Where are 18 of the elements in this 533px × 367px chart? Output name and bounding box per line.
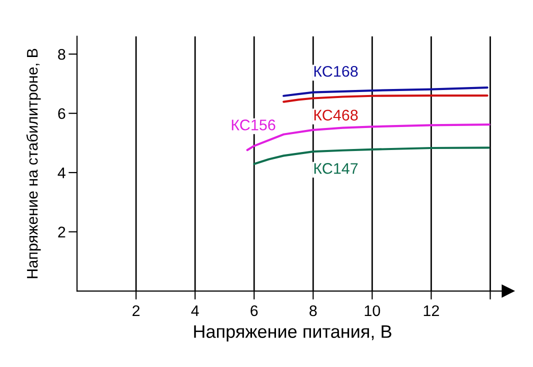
x-tick-label: 2: [132, 305, 140, 316]
series-label: КС147: [314, 163, 358, 174]
x-axis-title: Напряжение питания, В: [194, 325, 392, 342]
y-tick-label: 4: [58, 168, 66, 178]
series-label: КС168: [314, 66, 358, 77]
x-tick-label: 4: [191, 305, 199, 316]
line-series: [282, 86, 488, 97]
y-tick-label: 2: [58, 226, 66, 238]
x-tick-label: 8: [310, 305, 317, 316]
line-series: [282, 94, 488, 103]
y-tick-label: 6: [58, 108, 66, 120]
y-axis-title: Напряжение на стабилитроне, В: [26, 48, 41, 278]
series-label: КС156: [232, 120, 276, 130]
x-tick-label: 10: [364, 305, 380, 316]
series-label: КС468: [314, 110, 358, 121]
y-tick-label: 8: [58, 48, 66, 60]
x-tick-label: 12: [424, 305, 439, 316]
x-tick-label: 6: [250, 305, 258, 316]
